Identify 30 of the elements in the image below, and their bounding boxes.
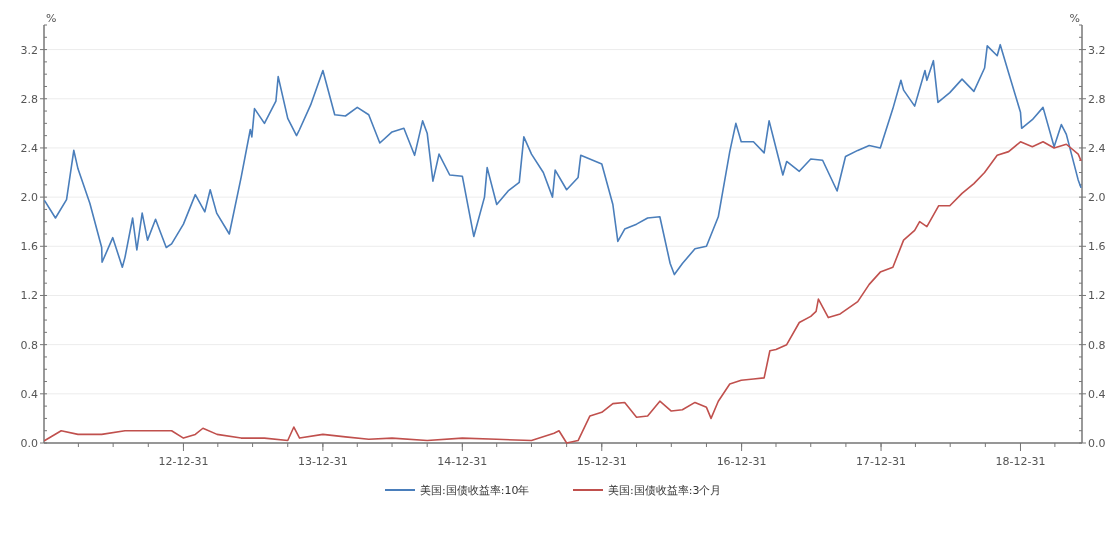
y2-tick-label: 0.8 <box>1088 338 1106 352</box>
y2-tick-label: 2.0 <box>1088 191 1106 205</box>
legend-label: 美国:国债收益率:3个月 <box>608 484 722 497</box>
y2-tick-label: 3.2 <box>1088 43 1106 57</box>
y-tick-label: 1.6 <box>20 240 38 254</box>
x-tick-label: 14-12-31 <box>437 455 488 468</box>
y2-tick-label: 2.8 <box>1088 92 1106 106</box>
legend-label: 美国:国债收益率:10年 <box>420 484 530 497</box>
x-tick-label: 17-12-31 <box>856 455 907 468</box>
y-tick-label: 3.2 <box>20 43 38 57</box>
y-tick-label: 2.8 <box>20 92 38 106</box>
x-tick-label: 18-12-31 <box>995 455 1046 468</box>
y2-tick-label: 1.6 <box>1088 240 1106 254</box>
y-axis-title: % <box>46 12 57 25</box>
y-tick-label: 2.4 <box>20 141 38 155</box>
y2-axis-title: % <box>1069 12 1080 25</box>
y2-tick-label: 2.4 <box>1088 141 1106 155</box>
line-series <box>43 43 1082 276</box>
x-tick-label: 15-12-31 <box>576 455 627 468</box>
y-tick-label: 1.2 <box>20 289 38 303</box>
y2-tick-label: 0.4 <box>1088 387 1106 401</box>
y-tick-label: 0.8 <box>20 338 38 352</box>
x-tick-label: 16-12-31 <box>716 455 767 468</box>
y-tick-label: 2.0 <box>20 191 38 205</box>
x-tick-label: 12-12-31 <box>158 455 209 468</box>
y-tick-label: 0.4 <box>20 387 38 401</box>
y2-tick-label: 0.0 <box>1088 437 1106 450</box>
y-tick-label: 0.0 <box>20 437 38 450</box>
y2-tick-label: 1.2 <box>1088 289 1106 303</box>
x-tick-label: 13-12-31 <box>297 455 348 468</box>
